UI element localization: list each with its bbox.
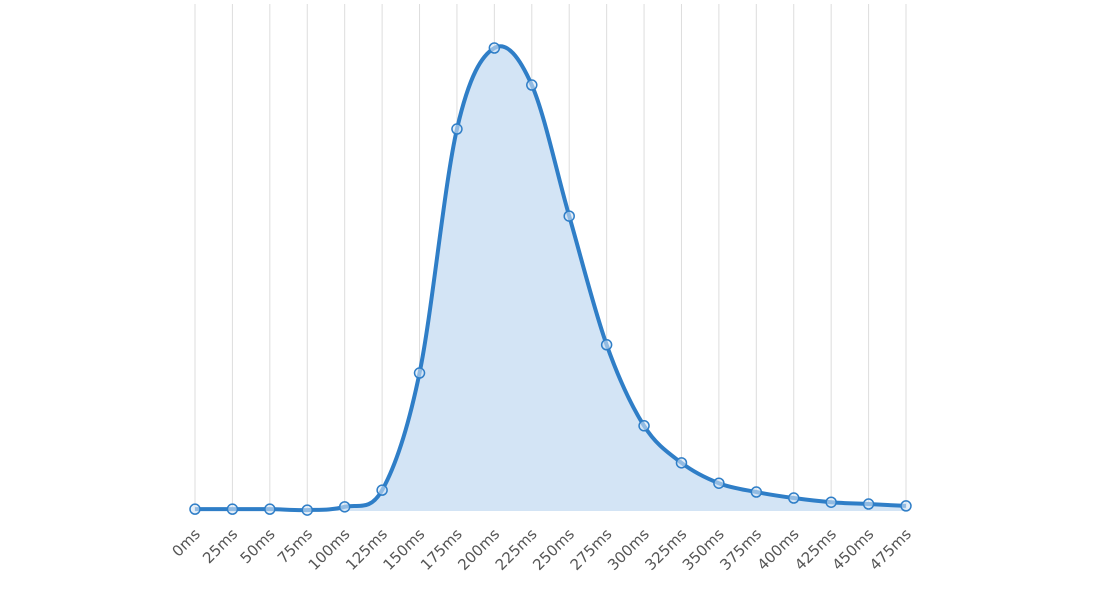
line (194, 44, 907, 513)
point (376, 484, 388, 496)
area (195, 46, 906, 511)
point (862, 498, 875, 510)
x-tick-label: 25ms (199, 525, 241, 567)
point (451, 123, 463, 135)
point (526, 79, 538, 91)
point (226, 503, 239, 515)
point (750, 486, 763, 498)
point (563, 210, 575, 222)
point (825, 496, 837, 508)
point (264, 503, 276, 515)
point (301, 504, 314, 516)
point (600, 339, 613, 351)
point (189, 503, 201, 515)
point (675, 457, 688, 469)
point (787, 492, 800, 504)
point (900, 500, 912, 512)
point (413, 367, 426, 379)
point (488, 42, 501, 54)
x-tick-label: 475ms (866, 525, 915, 574)
x-tick-label: 50ms (237, 525, 279, 567)
point (338, 501, 351, 513)
point (713, 477, 725, 489)
point (638, 420, 650, 432)
